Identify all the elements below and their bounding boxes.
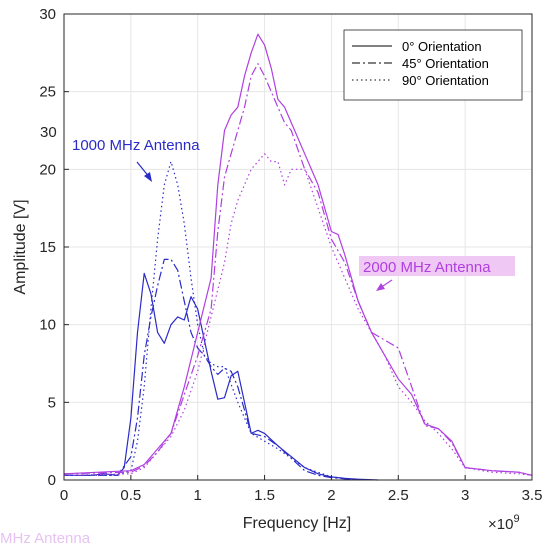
annotation-2000mhz: 2000 MHz Antenna [363, 259, 491, 276]
series-line-antenna_1000-dotted [64, 161, 359, 481]
x-exponent-label: ×109 [488, 513, 520, 533]
legend-label-45deg: 45° Orientation [402, 56, 489, 71]
legend-box [343, 29, 523, 101]
x-tick-label: 1.5 [254, 487, 275, 504]
y-tick-label: 25 [39, 84, 56, 101]
annotation-1000mhz: 1000 MHz Antenna [72, 137, 200, 154]
axis-ticks: 0 0.5 1 1.5 2 2.5 3 3.5 0 5 10 15 20 25 30 [39, 6, 542, 504]
x-axis-label: Frequency [Hz] [243, 515, 351, 532]
x-tick-label: 2 [327, 487, 335, 504]
x-tick-label: 0.5 [120, 487, 141, 504]
y-tick-label: 20 [39, 161, 56, 178]
x-tick-label: 2.5 [388, 487, 409, 504]
legend-label-0deg: 0° Orientation [402, 39, 482, 54]
y-tick-label: 10 [39, 317, 56, 334]
series-line-antenna_1000-solid [64, 272, 379, 481]
y-tick-label: 15 [39, 239, 56, 256]
x-tick-label: 1 [194, 487, 202, 504]
series-line-antenna_2000-dotted [63, 153, 533, 476]
series-group [63, 33, 533, 481]
x-tick-label: 0 [60, 487, 68, 504]
x-tick-label: 3.5 [522, 487, 543, 504]
legend-label-90deg: 90° Orientation [402, 73, 489, 88]
x-tick-label: 3 [461, 487, 469, 504]
stray-tick-30: 30 [40, 124, 57, 141]
x-exponent-power: 9 [513, 513, 519, 525]
y-tick-label: 5 [48, 394, 56, 411]
stray-annotation-text: MHz Antenna [0, 530, 91, 547]
legend: 0° Orientation 45° Orientation 90° Orien… [343, 29, 523, 101]
y-tick-label: 30 [39, 6, 56, 23]
annotation-1000mhz-arrowhead [144, 172, 152, 182]
series-line-antenna_2000-solid [63, 33, 533, 476]
series-line-antenna_2000-dashdot [63, 63, 533, 476]
annotation-2000mhz-arrowhead [376, 283, 385, 291]
series-line-antenna_1000-dashdot [64, 258, 359, 481]
annotation-2000mhz-highlight [359, 256, 515, 276]
y-axis-label: Amplitude [V] [12, 199, 29, 294]
y-tick-label: 0 [48, 472, 56, 489]
